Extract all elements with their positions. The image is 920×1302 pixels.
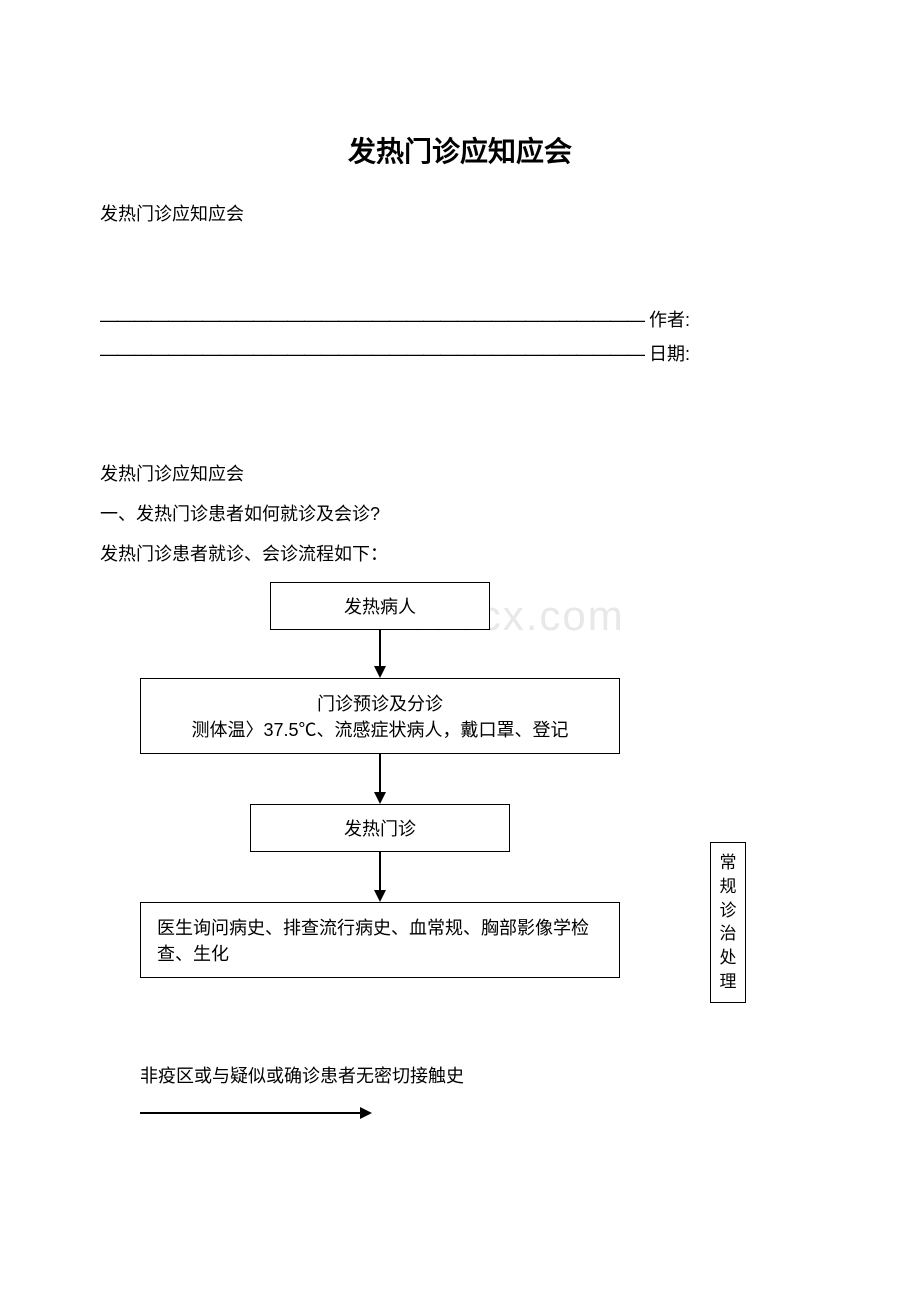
flow-node-label: 门诊预诊及分诊	[317, 690, 443, 716]
flow-node-label: 发热病人	[344, 593, 416, 619]
flowchart-container: www.bdocx.com 发热病人 门诊预诊及分诊 测体温〉37.5℃、流感症…	[100, 582, 820, 1002]
vchar: 处	[717, 946, 739, 970]
vchar: 规	[717, 875, 739, 899]
author-label: 作者:	[649, 310, 690, 330]
answer-intro: 发热门诊患者就诊、会诊流程如下：	[100, 536, 820, 572]
question-text: 一、发热门诊患者如何就诊及会诊?	[100, 496, 820, 532]
flow-node-exam: 医生询问病史、排查流行病史、血常规、胸部影像学检查、生化	[140, 902, 620, 978]
flow-node-patient: 发热病人	[270, 582, 490, 630]
document-title: 发热门诊应知应会	[100, 130, 820, 170]
flow-node-label: 发热门诊	[344, 815, 416, 841]
arrow-down-3	[379, 852, 381, 902]
vchar: 常	[717, 851, 739, 875]
date-line: ———————————————————————————————— 日期:	[100, 340, 820, 366]
bottom-section: 非疫区或与疑似或确诊患者无密切接触史	[100, 1062, 820, 1128]
vertical-text-container: 常 规 诊 治 处 理	[717, 851, 739, 994]
flow-node-detail: 医生询问病史、排查流行病史、血常规、胸部影像学检查、生化	[157, 914, 603, 966]
section-heading: 发热门诊应知应会	[100, 456, 820, 492]
arrow-down-1	[379, 630, 381, 678]
author-line: ———————————————————————————————— 作者:	[100, 306, 820, 332]
flow-node-triage: 门诊预诊及分诊 测体温〉37.5℃、流感症状病人，戴口罩、登记	[140, 678, 620, 754]
side-box-routine: 常 规 诊 治 处 理	[710, 842, 746, 1003]
vchar: 诊	[717, 899, 739, 923]
flow-node-detail: 测体温〉37.5℃、流感症状病人，戴口罩、登记	[191, 716, 568, 742]
dash-line: ————————————————————————————————	[100, 344, 644, 364]
date-label: 日期:	[649, 344, 690, 364]
vchar: 治	[717, 922, 739, 946]
bottom-text: 非疫区或与疑似或确诊患者无密切接触史	[140, 1062, 820, 1088]
dash-line: ————————————————————————————————	[100, 310, 644, 330]
document-subtitle: 发热门诊应知应会	[100, 200, 820, 226]
flow-node-clinic: 发热门诊	[250, 804, 510, 852]
meta-section: ———————————————————————————————— 作者: ———…	[100, 306, 820, 366]
arrow-down-2	[379, 754, 381, 804]
arrow-right	[140, 1108, 820, 1128]
vchar: 理	[717, 970, 739, 994]
